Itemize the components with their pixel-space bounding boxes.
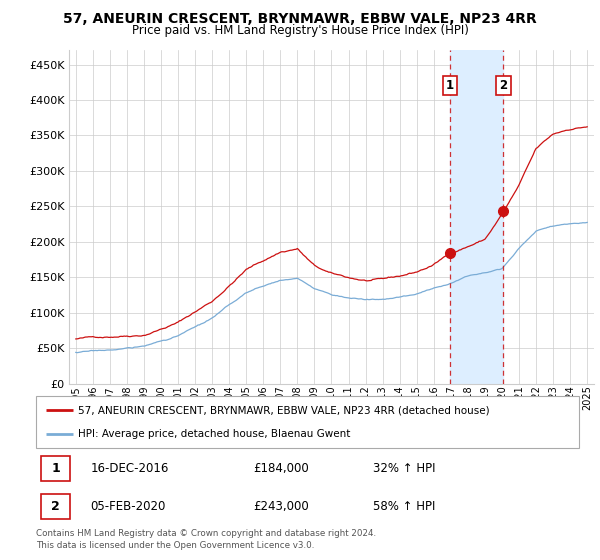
Text: 57, ANEURIN CRESCENT, BRYNMAWR, EBBW VALE, NP23 4RR (detached house): 57, ANEURIN CRESCENT, BRYNMAWR, EBBW VAL… — [79, 405, 490, 416]
Text: 2: 2 — [51, 500, 60, 514]
Text: HPI: Average price, detached house, Blaenau Gwent: HPI: Average price, detached house, Blae… — [79, 429, 351, 439]
Text: 32% ↑ HPI: 32% ↑ HPI — [373, 461, 435, 475]
Bar — [41, 494, 70, 519]
Text: £184,000: £184,000 — [253, 461, 309, 475]
Text: This data is licensed under the Open Government Licence v3.0.: This data is licensed under the Open Gov… — [36, 541, 314, 550]
Bar — [450, 50, 503, 384]
Text: 05-FEB-2020: 05-FEB-2020 — [91, 500, 166, 514]
Text: 1: 1 — [446, 80, 454, 92]
Text: £243,000: £243,000 — [253, 500, 309, 514]
Bar — [41, 456, 70, 480]
Text: 2: 2 — [499, 80, 508, 92]
Text: 1: 1 — [51, 461, 60, 475]
Text: 57, ANEURIN CRESCENT, BRYNMAWR, EBBW VALE, NP23 4RR: 57, ANEURIN CRESCENT, BRYNMAWR, EBBW VAL… — [63, 12, 537, 26]
Text: 58% ↑ HPI: 58% ↑ HPI — [373, 500, 435, 514]
Text: Price paid vs. HM Land Registry's House Price Index (HPI): Price paid vs. HM Land Registry's House … — [131, 24, 469, 37]
Text: 16-DEC-2016: 16-DEC-2016 — [91, 461, 169, 475]
Text: Contains HM Land Registry data © Crown copyright and database right 2024.: Contains HM Land Registry data © Crown c… — [36, 529, 376, 538]
